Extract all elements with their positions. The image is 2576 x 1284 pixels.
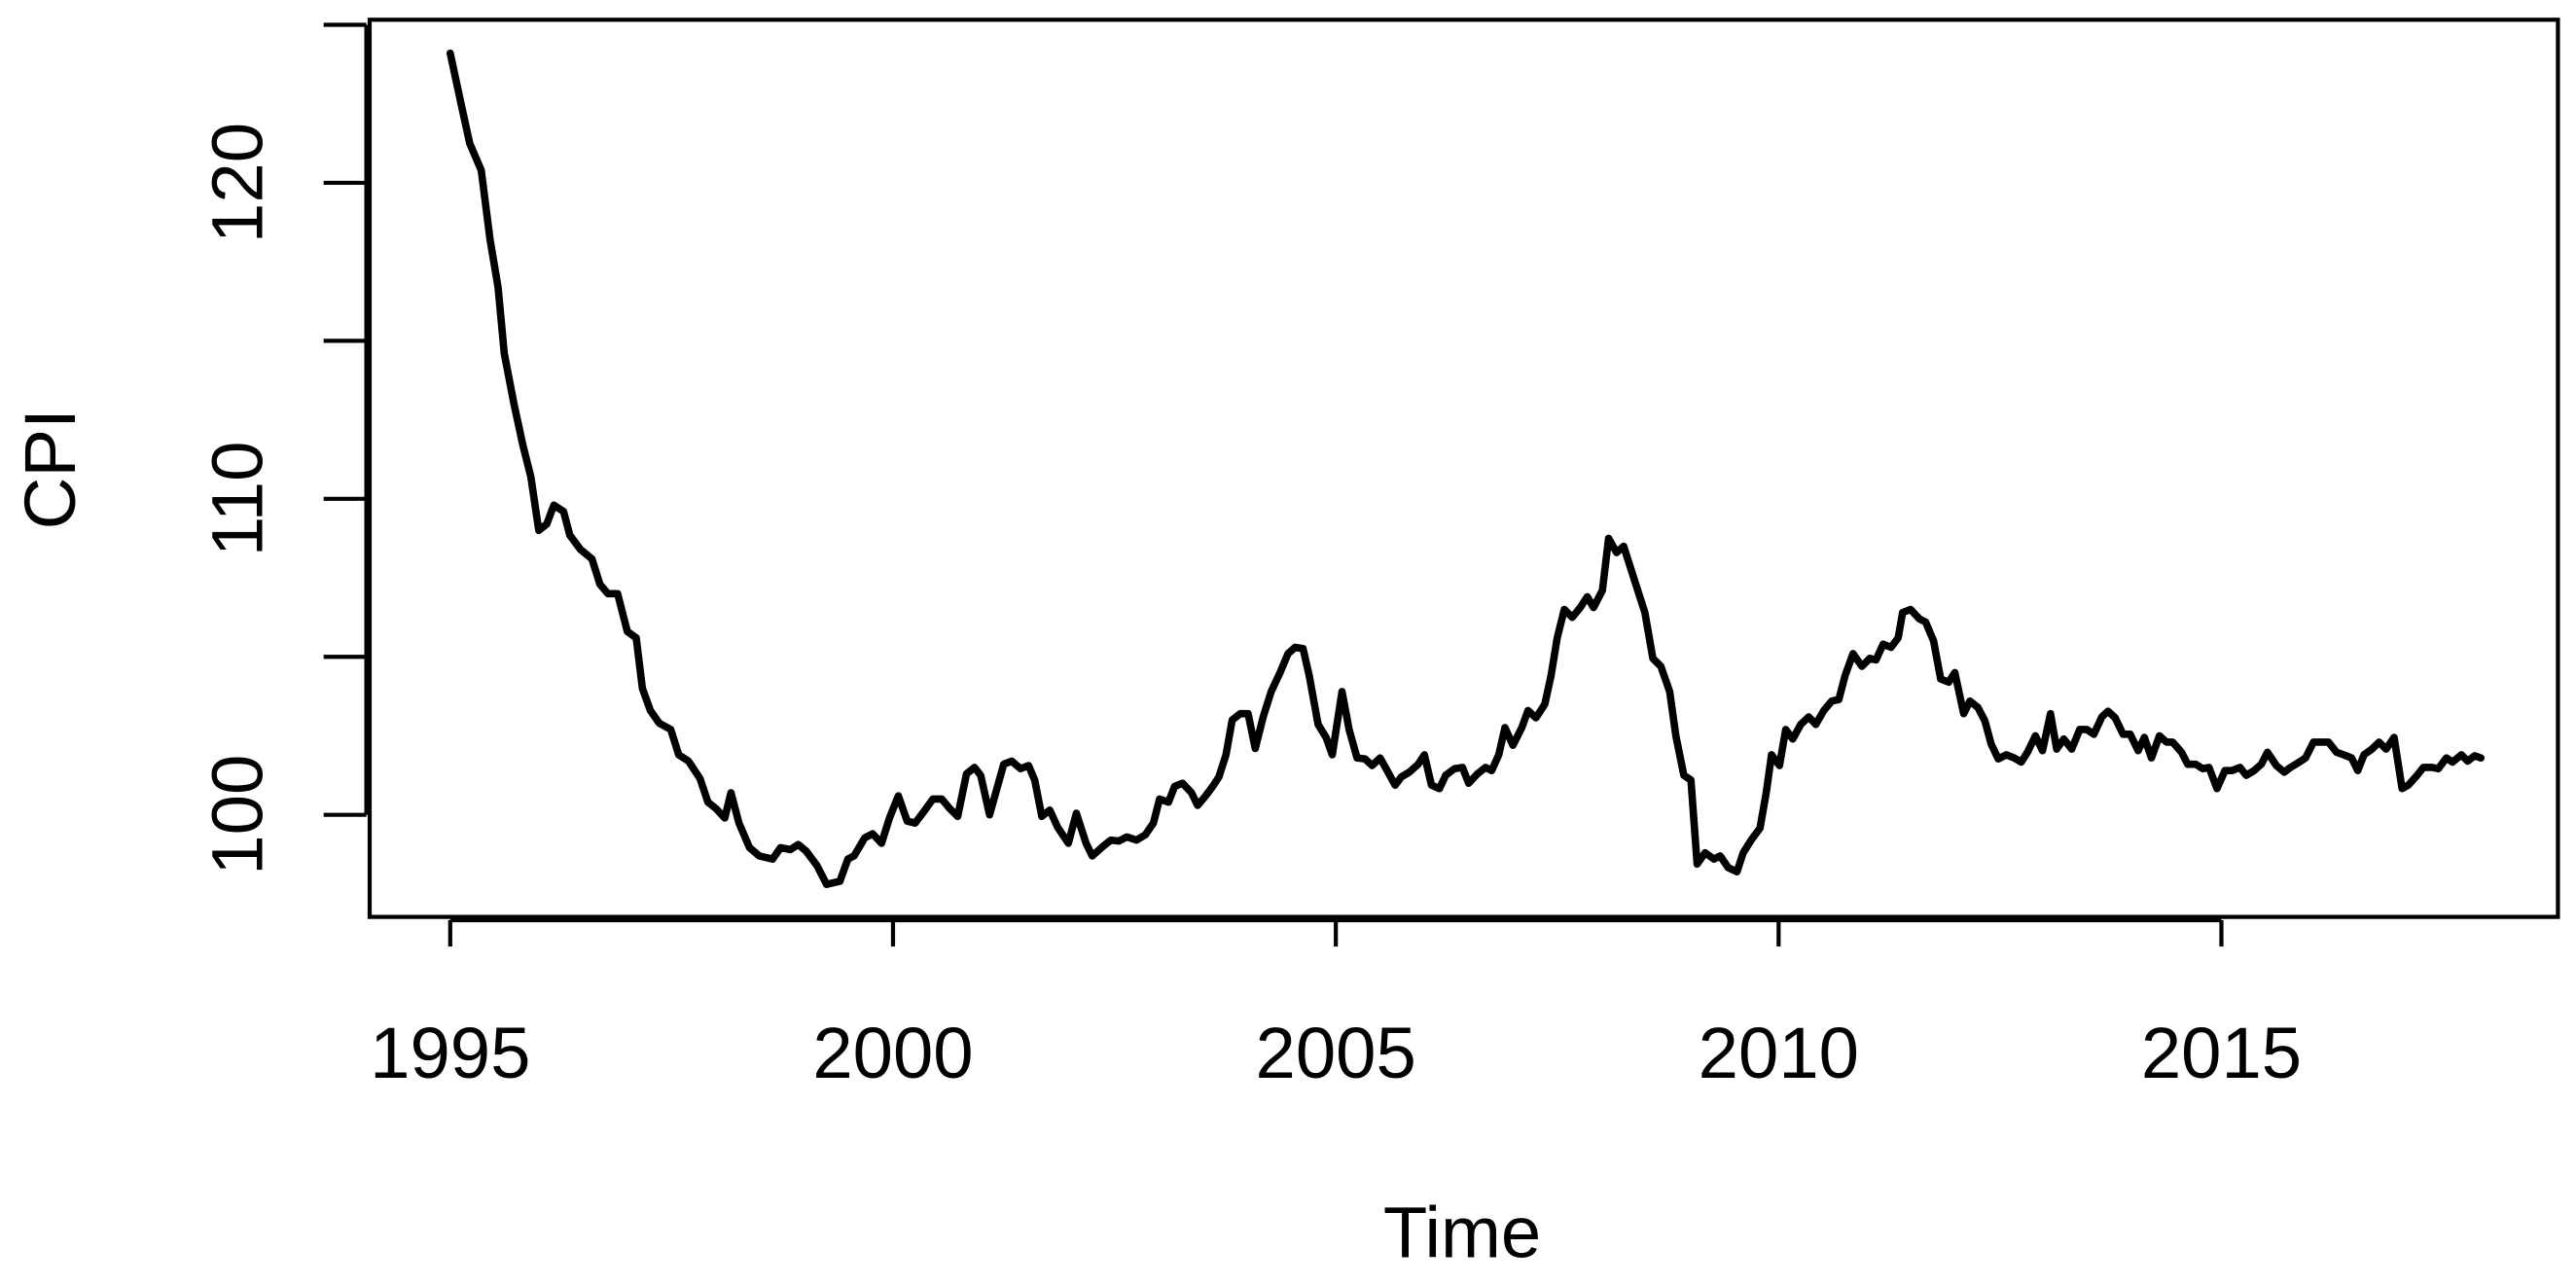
x-tick-label: 1995 xyxy=(370,1013,530,1093)
y-tick-label: 120 xyxy=(197,123,278,243)
cpi-line xyxy=(447,49,2486,888)
y-tick-label: 100 xyxy=(197,755,278,875)
x-tick-label: 2000 xyxy=(812,1013,973,1093)
x-axis-label: Time xyxy=(1383,1192,1541,1272)
x-tick-label: 2015 xyxy=(2141,1013,2302,1093)
x-tick-label: 2010 xyxy=(1699,1013,1859,1093)
plot-frame xyxy=(367,18,2560,919)
x-tick-label: 2005 xyxy=(1256,1013,1416,1093)
y-axis-label: CPI xyxy=(10,409,90,529)
y-tick-label: 110 xyxy=(197,441,278,556)
